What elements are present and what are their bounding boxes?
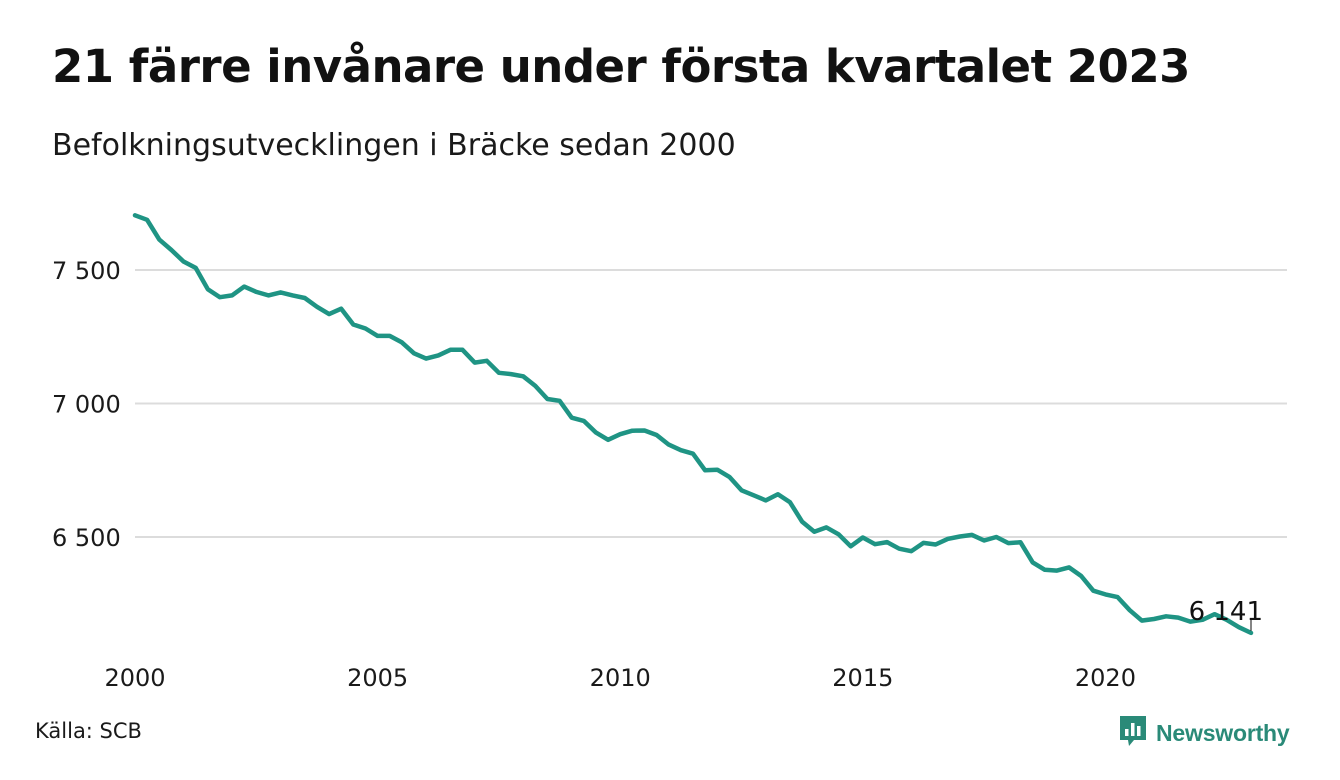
series-line [132, 213, 1254, 636]
x-tick-label: 2020 [1075, 664, 1136, 692]
x-tick-label: 2015 [832, 664, 893, 692]
brand-logo[interactable]: Newsworthy [1118, 714, 1290, 752]
newsworthy-logo-icon [1118, 714, 1148, 752]
chart-title: 21 färre invånare under första kvartalet… [52, 40, 1191, 93]
x-tick-label: 2000 [104, 664, 165, 692]
y-tick-label: 7 000 [52, 391, 121, 419]
chart-subtitle: Befolkningsutvecklingen i Bräcke sedan 2… [52, 128, 736, 163]
y-tick-label: 6 500 [52, 524, 121, 552]
y-tick-label: 7 500 [52, 257, 121, 285]
x-tick-label: 2005 [347, 664, 408, 692]
x-tick-label: 2010 [590, 664, 651, 692]
brand-name: Newsworthy [1156, 719, 1290, 746]
source-note: Källa: SCB [35, 719, 142, 743]
end-value-label: 6 141 [1189, 597, 1263, 627]
